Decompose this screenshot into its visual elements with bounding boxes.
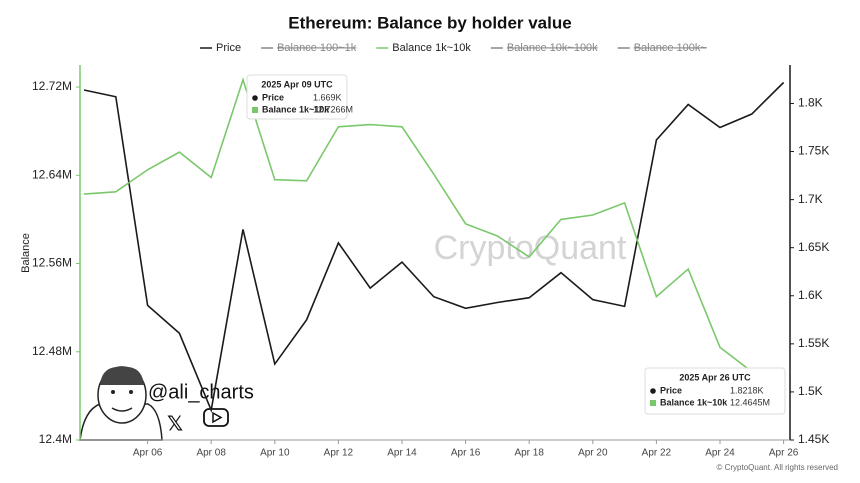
y2-tick-label: 1.65K [798, 240, 829, 254]
x-tick-label: Apr 18 [514, 448, 544, 459]
y-axis-label: Balance [20, 233, 32, 273]
legend-label[interactable]: Price [216, 42, 241, 54]
tooltip-name: Price [660, 385, 682, 395]
legend-label[interactable]: Balance 100k~ [634, 42, 707, 54]
tooltip-name: Balance 1k~10k [660, 397, 728, 407]
tooltip-name: Balance 1k~10k [262, 104, 330, 114]
y-tick-label: 12.48M [32, 344, 72, 358]
y2-tick-label: 1.75K [798, 144, 829, 158]
y-tick-label: 12.64M [32, 167, 72, 181]
y2-tick-label: 1.5K [798, 384, 823, 398]
x-tick-label: Apr 10 [260, 448, 290, 459]
watermark: CryptoQuant [434, 229, 627, 267]
x-tick-label: Apr 20 [578, 448, 608, 459]
series-line [83, 77, 784, 373]
tooltip-box [246, 74, 348, 120]
y-tick-label: 12.72M [32, 79, 72, 93]
author-handle: @ali_charts [148, 381, 254, 403]
tooltip-value: 12.7266M [313, 104, 353, 114]
x-tick-label: Apr 08 [196, 448, 226, 459]
x-tick-label: Apr 12 [324, 448, 354, 459]
x-tick-label: Apr 14 [387, 448, 417, 459]
copyright: © CryptoQuant. All rights reserved [717, 463, 839, 472]
legend-label[interactable]: Balance 10k~100k [507, 42, 598, 54]
legend-label[interactable]: Balance 100~1k [277, 42, 357, 54]
y-tick-label: 12.56M [32, 256, 72, 270]
y2-tick-label: 1.6K [798, 288, 823, 302]
tooltip-value: 1.669K [313, 92, 342, 102]
y2-tick-label: 1.45K [798, 432, 829, 446]
y2-tick-label: 1.8K [798, 96, 823, 110]
x-tick-label: Apr 06 [133, 448, 163, 459]
tooltip-swatch [252, 107, 258, 113]
series-line [83, 81, 785, 414]
legend-label[interactable]: Balance 1k~10k [392, 42, 471, 54]
y-tick-label: 12.4M [39, 432, 72, 446]
tooltip: 2025 Apr 09 UTC Price 1.669K Balance 1k~10k… [246, 74, 353, 120]
x-tick-label: Apr 22 [642, 448, 672, 459]
x-tick-label: Apr 26 [769, 448, 799, 459]
tooltip-value: 1.8218K [730, 385, 764, 395]
tooltip-dot [650, 388, 656, 394]
y2-tick-label: 1.7K [798, 192, 823, 206]
tooltip-swatch [650, 400, 656, 406]
tooltip-title: 2025 Apr 09 UTC [261, 79, 333, 89]
chart-title: Ethereum: Balance by holder value [288, 13, 571, 32]
x-tick-label: Apr 16 [451, 448, 481, 459]
legend: Price Balance 100~1k Balance 1k~10k Balance… [200, 42, 707, 54]
tooltip-box [644, 367, 786, 415]
y2-tick-label: 1.55K [798, 336, 829, 350]
tooltip-title: 2025 Apr 26 UTC [679, 372, 751, 382]
author-avatar: 𝕏 [79, 366, 229, 441]
x-logo: 𝕏 [167, 413, 183, 435]
tooltip-dot [252, 95, 258, 101]
x-tick-label: Apr 24 [705, 448, 735, 459]
tooltip-name: Price [262, 92, 284, 102]
tooltip-value: 12.4645M [730, 397, 770, 407]
